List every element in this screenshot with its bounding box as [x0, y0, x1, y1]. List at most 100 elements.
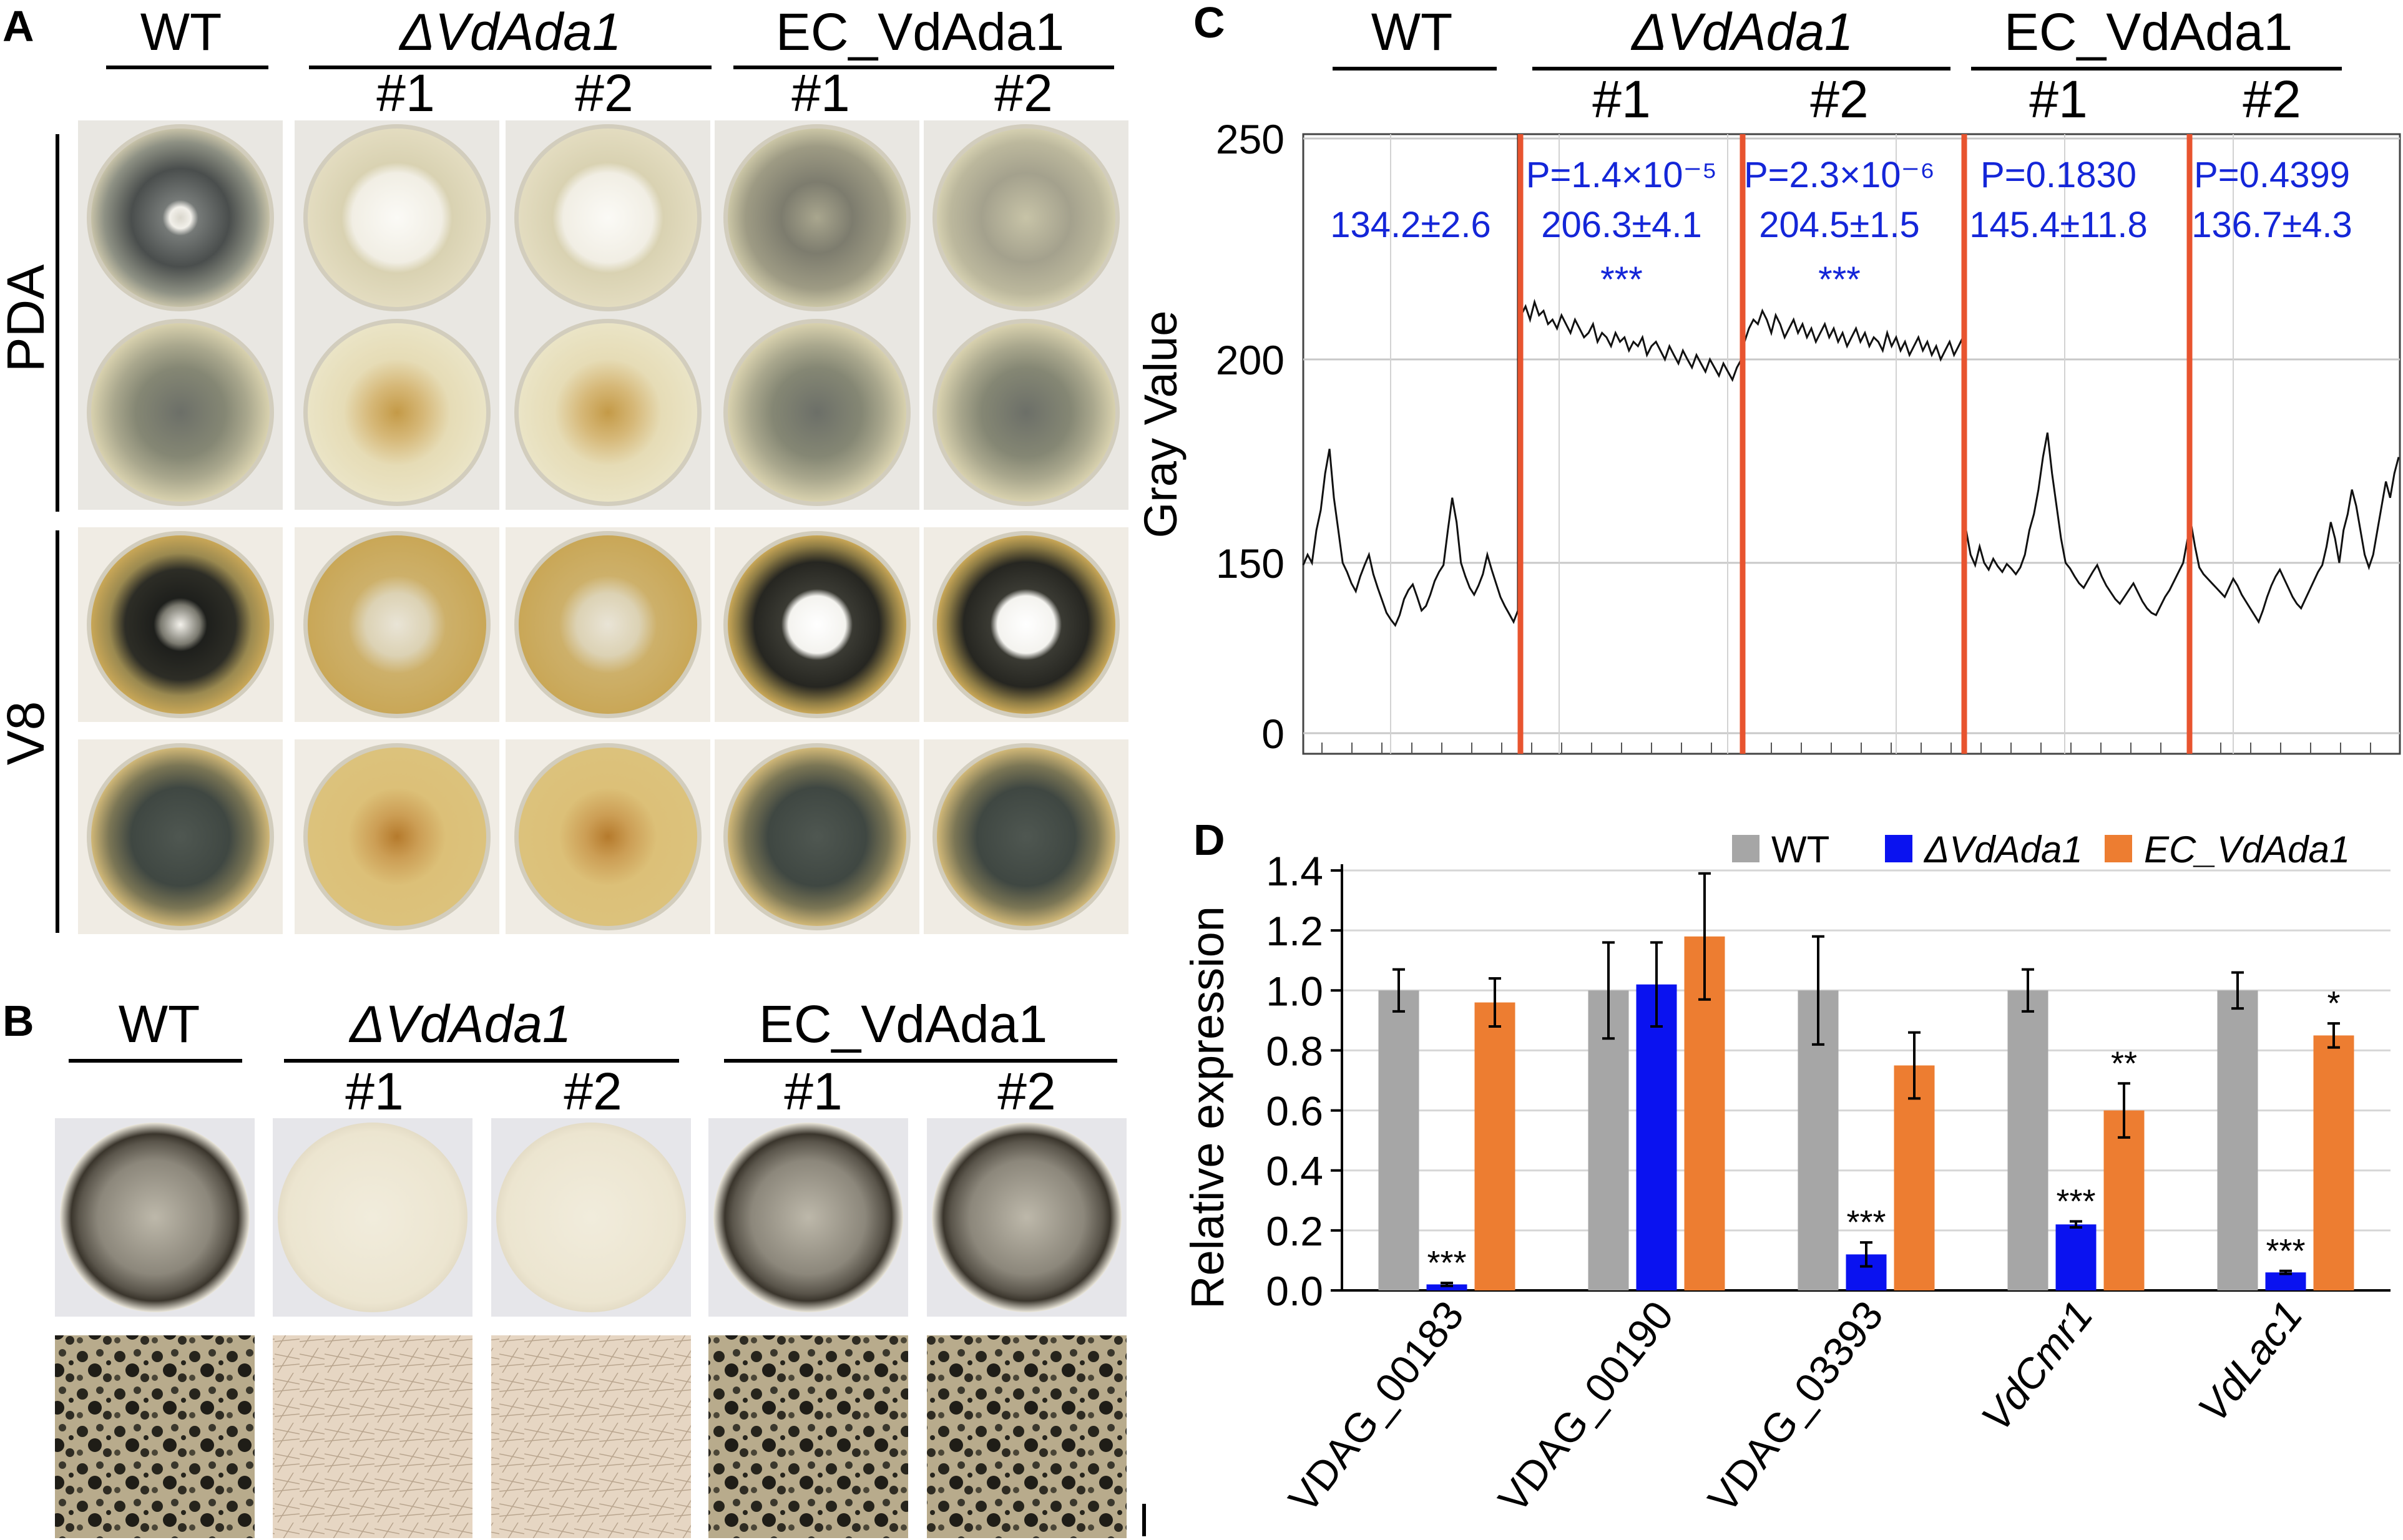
plate-pda-back-4: [715, 315, 919, 510]
petri-dish-colony: [308, 535, 486, 714]
media-label-v8: V8: [0, 701, 55, 766]
header-c-wt: WT: [1371, 2, 1453, 61]
plate-v8-front-3: [506, 527, 710, 722]
header-b-ec-r1: #1: [784, 1062, 842, 1121]
d-bar-ecvdada1-5: [2313, 1035, 2354, 1290]
d-significance: ***: [2056, 1182, 2095, 1220]
c-mean-2: 206.3±4.1: [1541, 205, 1702, 245]
c-mean-4: 145.4±11.8: [1969, 205, 2148, 245]
c-mean-3: 204.5±1.5: [1759, 205, 1920, 245]
header-b-delta: ΔVdAda1: [348, 995, 571, 1053]
d-bar-vdada1-2: [1636, 984, 1677, 1290]
header-c-ec-r1: #1: [2029, 70, 2087, 129]
header-b-ec-r2: #2: [997, 1062, 1055, 1121]
plate-v8-back-1: [78, 739, 283, 934]
plate-v8-front-5: [924, 527, 1128, 722]
micrograph-1: [55, 1335, 255, 1538]
c-ytick-label: 250: [1216, 116, 1285, 162]
plate-pda-back-1: [78, 315, 283, 510]
petri-dish-colony: [937, 748, 1115, 926]
petri-dish-colony: [937, 535, 1115, 714]
c-ytick-label: 200: [1216, 337, 1285, 383]
chart-d: 0.00.20.40.60.81.01.21.4***VDAG_00183 VDA…: [1266, 848, 2391, 1521]
panel-label-b: B: [2, 997, 34, 1045]
legend-swatch-wt: [1732, 835, 1759, 862]
petri-dish-colony: [308, 323, 486, 502]
panel-b-plates: [55, 1118, 1127, 1538]
panel-c-headers: WT ΔVdAda1 #1 #2 EC_VdAda1 #1 #2: [1333, 2, 2342, 129]
header-a-wt: WT: [140, 2, 222, 61]
petri-dish-colony: [519, 129, 697, 307]
petri-dish: [496, 1123, 686, 1312]
legend-label-wt: WT: [1771, 829, 1829, 870]
d-bar-wt-1: [1378, 990, 1419, 1290]
c-ytick-label: 150: [1216, 540, 1285, 587]
petri-dish-colony: [91, 129, 270, 307]
micrograph-3: [491, 1335, 691, 1538]
header-c-delta-r2: #2: [1810, 70, 1868, 129]
panel-a-headers: WT ΔVdAda1 #1 #2 EC_VdAda1 #1 #2: [106, 2, 1114, 122]
c-series-line-5: [2186, 134, 2400, 624]
header-a-delta-r2: #2: [575, 64, 633, 122]
c-significance-2: ***: [1600, 260, 1643, 300]
petri-dish: [713, 1123, 903, 1312]
c-series-line-4: [1962, 134, 2189, 616]
plate-v8-back-3: [506, 739, 710, 934]
header-c-ec-r2: #2: [2243, 70, 2301, 129]
d-significance: *: [2327, 985, 2340, 1022]
header-a-delta: ΔVdAda1: [398, 2, 621, 61]
c-pvalue-3: P=2.3×10⁻⁶: [1744, 155, 1935, 195]
micrograph-5: [927, 1335, 1127, 1538]
legend-swatch-ec: [2105, 835, 2132, 862]
header-b-ec: EC_VdAda1: [759, 995, 1047, 1053]
panel-a-plates: [78, 120, 1128, 934]
petri-dish-colony: [519, 535, 697, 714]
plate-v8-front-1: [78, 527, 283, 722]
plate-pda-back-2: [295, 315, 499, 510]
microsclerotia-plate-4: [708, 1118, 908, 1317]
c-pvalue-2: P=1.4×10⁻⁵: [1526, 155, 1717, 195]
d-bar-wt-5: [2217, 990, 2258, 1290]
petri-dish-colony: [91, 748, 270, 926]
petri-dish-colony: [308, 129, 486, 307]
d-xtick-label-1: VDAG_00183: [1280, 1292, 1472, 1521]
c-ylabel: Gray Value: [1135, 311, 1187, 539]
d-ytick-label: 1.4: [1266, 848, 1323, 894]
media-labels: PDA V8: [0, 134, 59, 933]
d-bar-ecvdada1-4: [2103, 1110, 2145, 1290]
d-xtick-label-5: VdLac1: [2189, 1292, 2311, 1431]
c-pvalue-5: P=0.4399: [2194, 155, 2350, 195]
d-ytick-label: 0.6: [1266, 1088, 1323, 1134]
c-mean-1: 134.2±2.6: [1330, 205, 1491, 245]
d-significance: ***: [1427, 1244, 1466, 1282]
chart-c: 0 150 200 250 134.2±2.6 P=1.4×10⁻⁵ 206.3±4.1 **…: [1216, 116, 2401, 757]
d-bar-wt-2: [1588, 990, 1629, 1290]
c-series-line-2: [1517, 134, 1743, 611]
header-c-delta-r1: #1: [1592, 70, 1650, 129]
plate-v8-front-4: [715, 527, 919, 722]
d-bar-vdada1-1: [1426, 1284, 1467, 1290]
microsclerotia-plate-1: [55, 1118, 255, 1317]
d-bar-ecvdada1-3: [1894, 1065, 1935, 1290]
d-bar-ecvdada1-1: [1474, 1002, 1515, 1290]
d-ylabel: Relative expression: [1182, 906, 1233, 1309]
d-ytick-label: 0.0: [1266, 1268, 1323, 1314]
petri-dish-colony: [728, 129, 906, 307]
petri-dish-colony: [519, 323, 697, 502]
c-series-line-1: [1302, 134, 1519, 628]
petri-dish-colony: [91, 323, 270, 502]
d-ytick-label: 0.2: [1266, 1208, 1323, 1254]
petri-dish-colony: [728, 535, 906, 714]
d-significance: ***: [1846, 1204, 1886, 1241]
petri-dish-colony: [91, 535, 270, 714]
plate-pda-front-3: [506, 120, 710, 315]
plate-v8-back-4: [715, 739, 919, 934]
plate-pda-back-5: [924, 315, 1128, 510]
petri-dish-colony: [728, 323, 906, 502]
petri-dish-colony: [728, 748, 906, 926]
d-bar-wt-4: [2007, 990, 2048, 1290]
plate-v8-back-2: [295, 739, 499, 934]
d-bar-vdada1-5: [2265, 1272, 2306, 1290]
header-b-wt: WT: [119, 995, 200, 1053]
petri-dish-colony: [937, 129, 1115, 307]
